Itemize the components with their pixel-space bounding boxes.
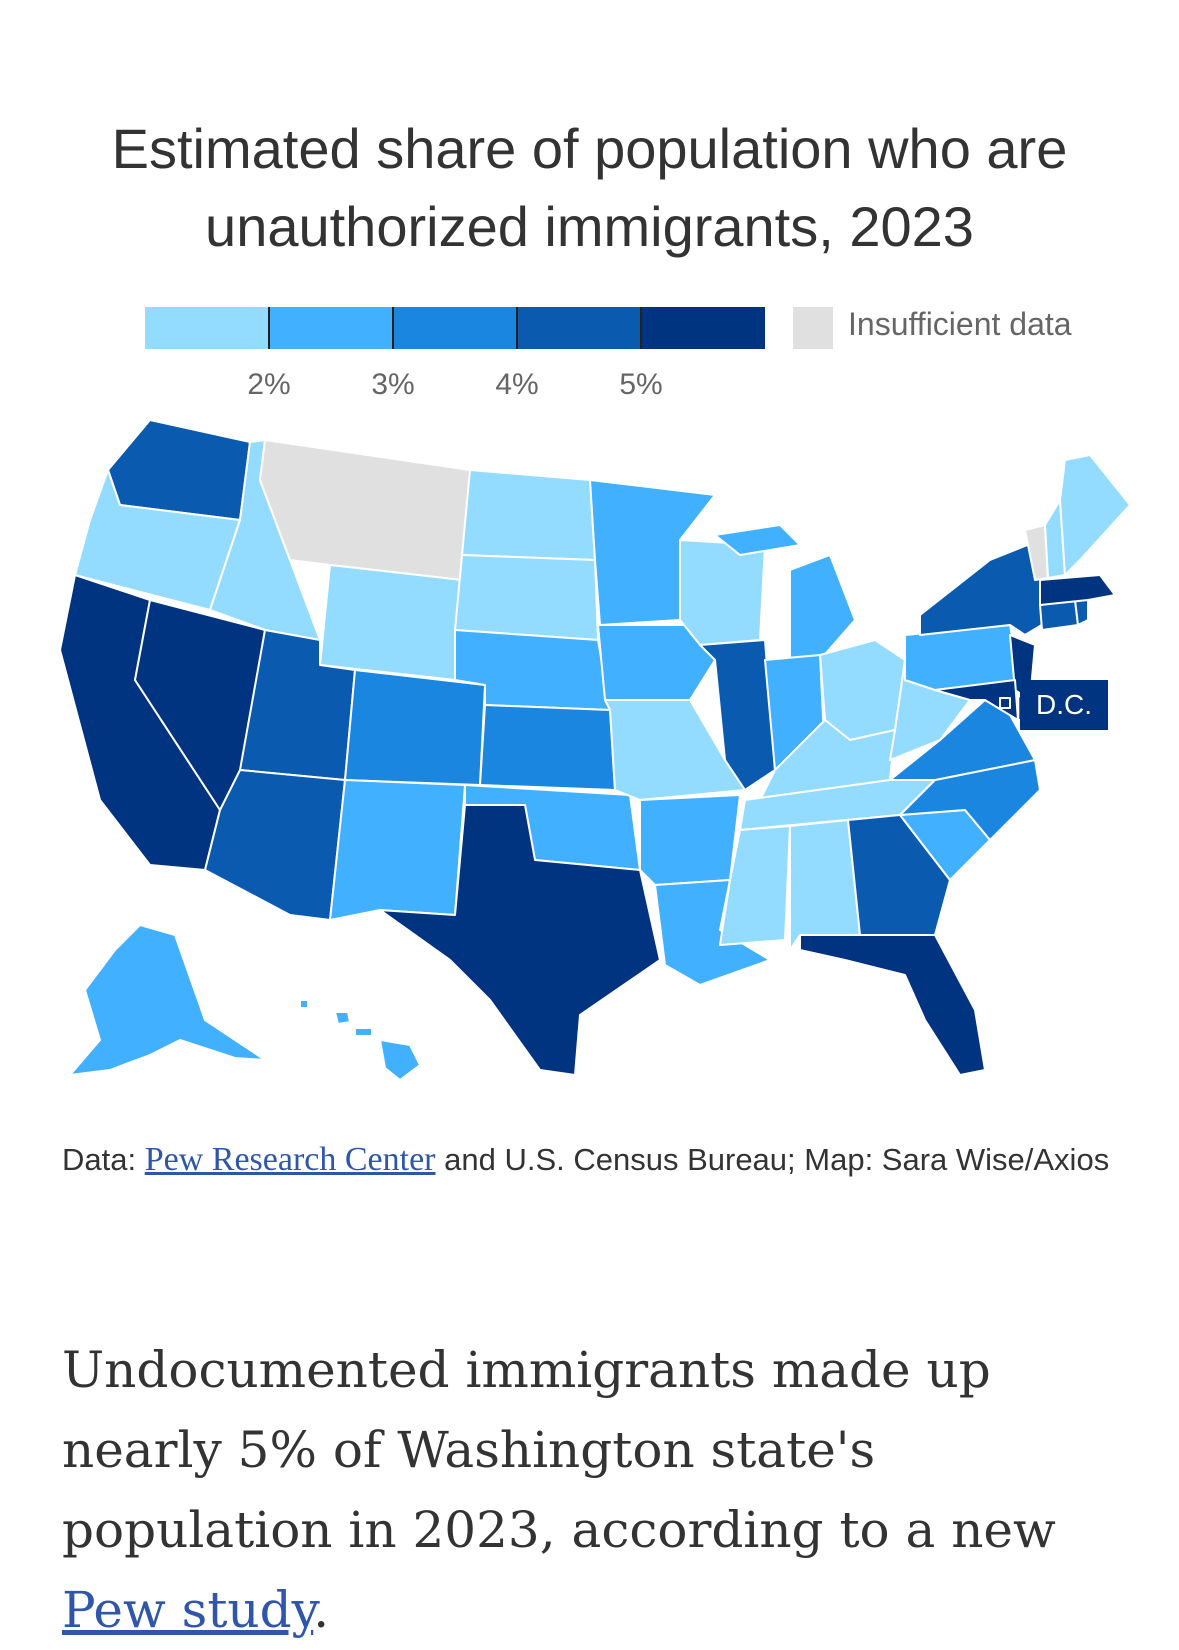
legend-label-2: 2% bbox=[247, 368, 291, 401]
state-sd bbox=[454, 554, 599, 641]
state-nm bbox=[329, 779, 466, 921]
legend-color-bar bbox=[145, 307, 765, 349]
legend-tick-4 bbox=[516, 307, 518, 349]
chart-title-line-2: unauthorized immigrants, 2023 bbox=[205, 195, 974, 258]
state-ak bbox=[69, 924, 266, 1076]
pew-study-link[interactable]: Pew study bbox=[62, 1581, 314, 1639]
legend-label-4: 4% bbox=[495, 368, 539, 401]
paragraph-end: . bbox=[313, 1581, 330, 1639]
state-mo bbox=[604, 699, 746, 801]
state-ny bbox=[919, 539, 1051, 636]
state-mi bbox=[714, 524, 856, 661]
state-wa bbox=[107, 419, 251, 521]
state-ar bbox=[639, 794, 741, 886]
legend-label-3: 3% bbox=[371, 368, 415, 401]
state-co bbox=[344, 669, 486, 786]
state-me bbox=[1059, 454, 1131, 576]
paragraph-text: Undocumented immigrants made up nearly 5… bbox=[62, 1341, 1056, 1559]
state-ia bbox=[597, 624, 716, 701]
state-il bbox=[699, 639, 776, 791]
state-mt bbox=[259, 439, 471, 581]
legend-segment-3 bbox=[393, 307, 517, 349]
chart-title: Estimated share of population who are un… bbox=[0, 110, 1179, 266]
state-fl bbox=[799, 934, 986, 1076]
state-ga bbox=[847, 814, 951, 936]
state-tx bbox=[379, 804, 661, 1076]
article-paragraph: Undocumented immigrants made up nearly 5… bbox=[62, 1330, 1142, 1650]
legend-segment-5 bbox=[641, 307, 765, 349]
chart-title-line-1: Estimated share of population who are bbox=[111, 117, 1068, 180]
pew-research-link[interactable]: Pew Research Center bbox=[144, 1141, 436, 1178]
source-prefix: Data: bbox=[62, 1142, 145, 1177]
insufficient-data-label: Insufficient data bbox=[848, 306, 1072, 342]
legend-segment-2 bbox=[269, 307, 393, 349]
legend-segment-1 bbox=[145, 307, 269, 349]
state-ks bbox=[479, 704, 616, 791]
source-credit: Data: Pew Research Center and U.S. Censu… bbox=[62, 1124, 1122, 1196]
state-hi bbox=[299, 999, 421, 1081]
state-ri bbox=[1074, 599, 1089, 626]
state-dc bbox=[999, 697, 1011, 709]
legend-tick-3 bbox=[392, 307, 394, 349]
us-choropleth-map bbox=[59, 419, 1131, 1081]
state-md bbox=[934, 679, 1019, 721]
legend-segment-4 bbox=[517, 307, 641, 349]
state-nd bbox=[461, 469, 596, 561]
state-wi bbox=[679, 539, 766, 646]
state-ms bbox=[719, 825, 791, 946]
legend-label-5: 5% bbox=[619, 368, 663, 401]
state-wy bbox=[319, 564, 463, 681]
insufficient-data-swatch bbox=[793, 307, 833, 349]
source-suffix: and U.S. Census Bureau; Map: Sara Wise/A… bbox=[435, 1142, 1110, 1177]
legend-tick-2 bbox=[268, 307, 270, 349]
legend-tick-5 bbox=[640, 307, 642, 349]
state-ma bbox=[1039, 574, 1116, 606]
dc-label: D.C. bbox=[1020, 680, 1108, 730]
